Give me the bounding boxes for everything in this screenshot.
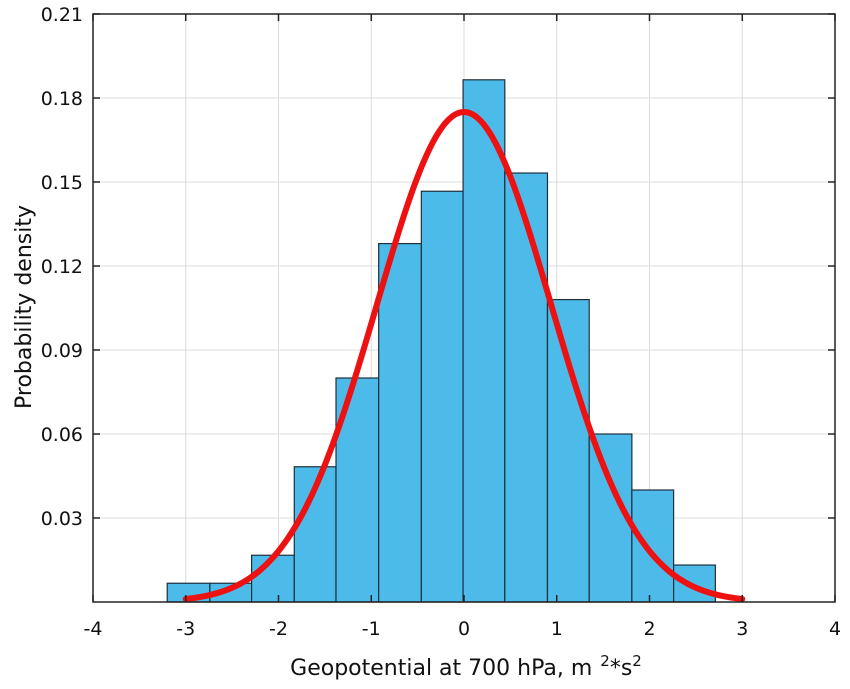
y-axis-title: Probability density	[12, 205, 37, 409]
histogram-bar	[251, 554, 295, 603]
histogram-bar	[631, 489, 675, 603]
x-tick-labels: -4 -3 -2 -1 0 1 2 3 4	[84, 618, 842, 640]
histogram-bar	[420, 190, 464, 603]
axis-ticks	[92, 13, 836, 602]
x-axis-title-text: Geopotential at 700 hPa, m	[290, 656, 592, 681]
x-tick-label: -4	[84, 618, 103, 640]
histogram-bar	[673, 564, 716, 603]
histogram-bar	[462, 79, 506, 603]
x-axis-title: Geopotential at 700 hPa, m 2*s2	[290, 652, 642, 681]
y-tick-labels: 0.03 0.06 0.09 0.12 0.15 0.18 0.21	[41, 4, 83, 530]
y-tick-label: 0.03	[41, 508, 83, 530]
x-tick-label: -2	[269, 618, 288, 640]
x-tick-label: 4	[829, 618, 841, 640]
y-tick-label: 0.21	[41, 4, 83, 26]
x-tick-label: -1	[362, 618, 381, 640]
x-tick-label: 0	[458, 618, 470, 640]
x-axis-unit-exponent-2: 2	[632, 652, 642, 670]
y-tick-label: 0.15	[41, 172, 83, 194]
x-axis-unit-exponent-1: 2	[600, 652, 610, 670]
x-tick-label: -3	[176, 618, 195, 640]
y-tick-label: 0.09	[41, 340, 83, 362]
y-tick-label: 0.18	[41, 88, 83, 110]
y-tick-label: 0.12	[41, 256, 83, 278]
histogram-bar	[504, 172, 549, 603]
normal-fit-curve	[182, 108, 746, 602]
x-tick-label: 2	[643, 618, 655, 640]
x-axis-unit-seconds: *s	[610, 656, 632, 681]
x-tick-label: 1	[551, 618, 563, 640]
histogram-bar	[378, 243, 422, 603]
histogram-bar	[546, 299, 590, 603]
x-tick-label: 3	[736, 618, 748, 640]
y-tick-label: 0.06	[41, 424, 83, 446]
